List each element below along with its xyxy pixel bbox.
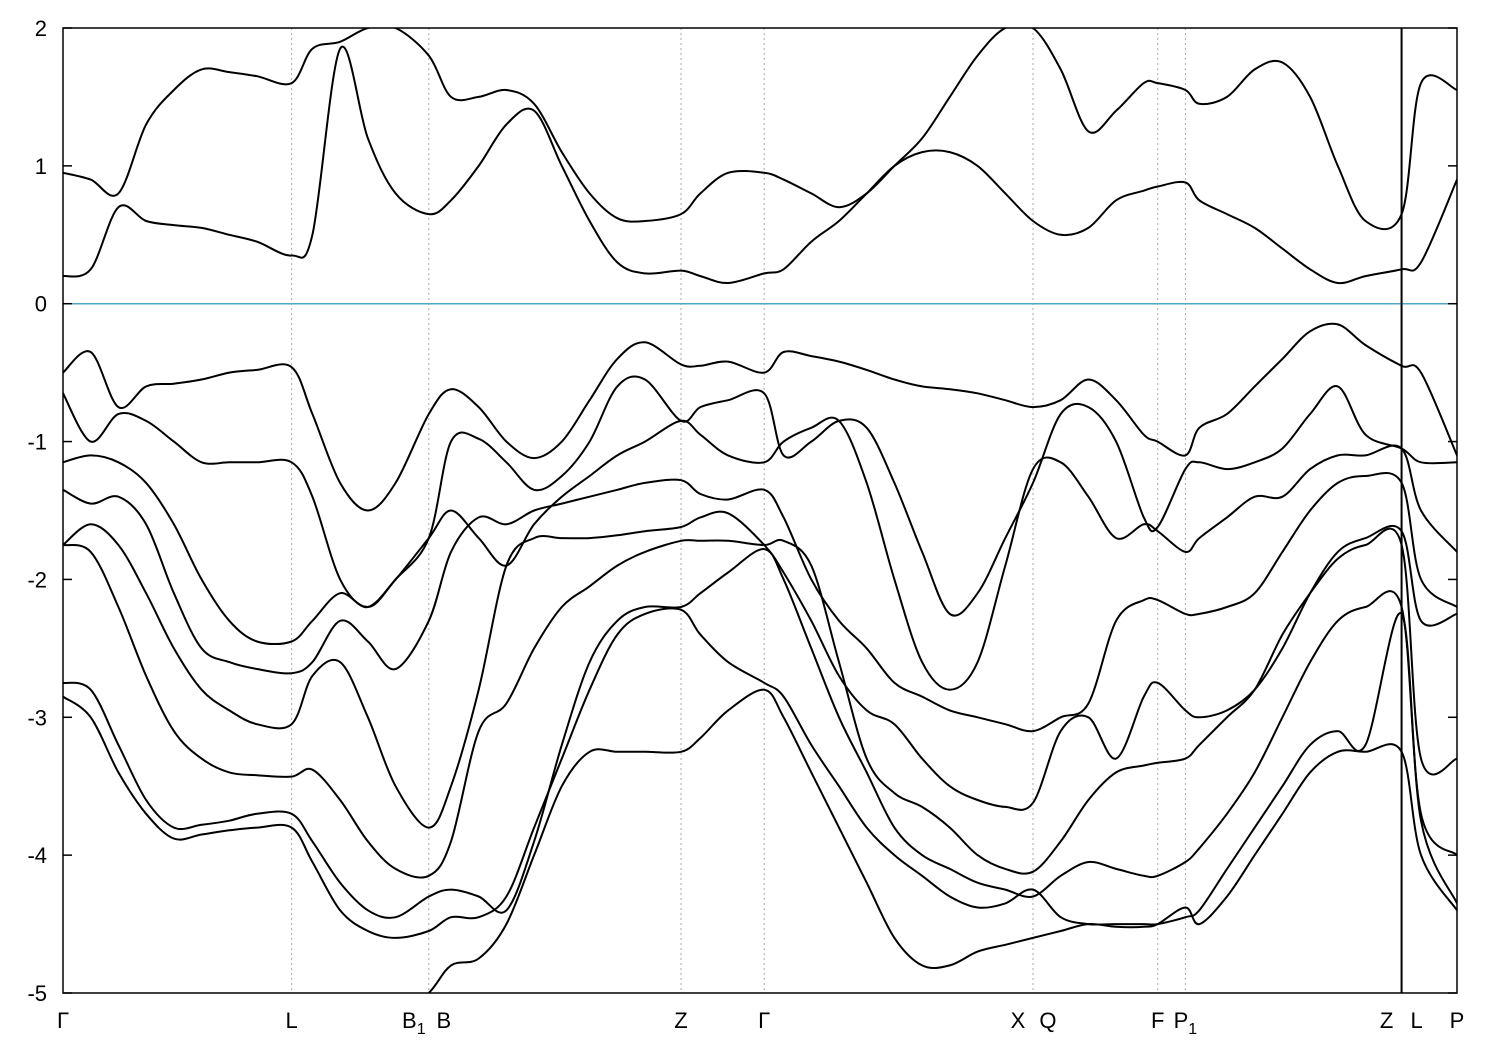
band-line-7: [63, 527, 1457, 879]
y-tick-label-7: 2: [35, 16, 47, 41]
y-axis-ticks: -5 -4 -3 -2 -1 0 1 2: [27, 16, 1457, 1006]
x-tick-label-5: Γ: [758, 1008, 770, 1033]
y-tick-label-0: -5: [27, 981, 47, 1006]
band-line-1: [63, 28, 1457, 231]
x-tick-label-12: P: [1450, 1008, 1465, 1033]
x-tick-label-1: L: [286, 1008, 298, 1033]
band-line-8: [63, 548, 1457, 919]
x-tick-label-3: B: [436, 1008, 451, 1033]
band-line-9: [63, 607, 1457, 939]
y-tick-label-3: -2: [27, 567, 47, 592]
x-tick-label-11: L: [1410, 1008, 1422, 1033]
band-lines: [63, 28, 1457, 993]
x-tick-label-8: F: [1151, 1008, 1164, 1033]
y-tick-label-4: -1: [27, 430, 47, 455]
y-tick-label-1: -4: [27, 843, 47, 868]
band-line-0: [63, 45, 1457, 285]
band-line-10: [427, 688, 1457, 993]
x-tick-label-9: P1: [1174, 1008, 1198, 1038]
plot-frame: [62, 27, 1458, 994]
x-tick-label-2: B1: [402, 1008, 426, 1038]
band-line-4: [63, 416, 1457, 691]
band-line-5: [63, 472, 1457, 733]
y-tick-label-5: 0: [35, 292, 47, 317]
x-tick-label-7: Q: [1039, 1008, 1056, 1033]
x-tick-label-4: Z: [674, 1008, 687, 1033]
x-tick-label-6: X: [1011, 1008, 1026, 1033]
band-line-3: [63, 375, 1457, 617]
y-tick-label-2: -3: [27, 705, 47, 730]
band-line-2: [63, 322, 1457, 512]
y-tick-label-6: 1: [35, 154, 47, 179]
x-tick-label-10: Z: [1380, 1008, 1393, 1033]
band-line-6: [63, 510, 1457, 829]
x-tick-label-0: Γ: [57, 1008, 69, 1033]
x-axis-ticks: Γ X QL B1 B Z Γ F P1 Z L P: [57, 1008, 1464, 1038]
